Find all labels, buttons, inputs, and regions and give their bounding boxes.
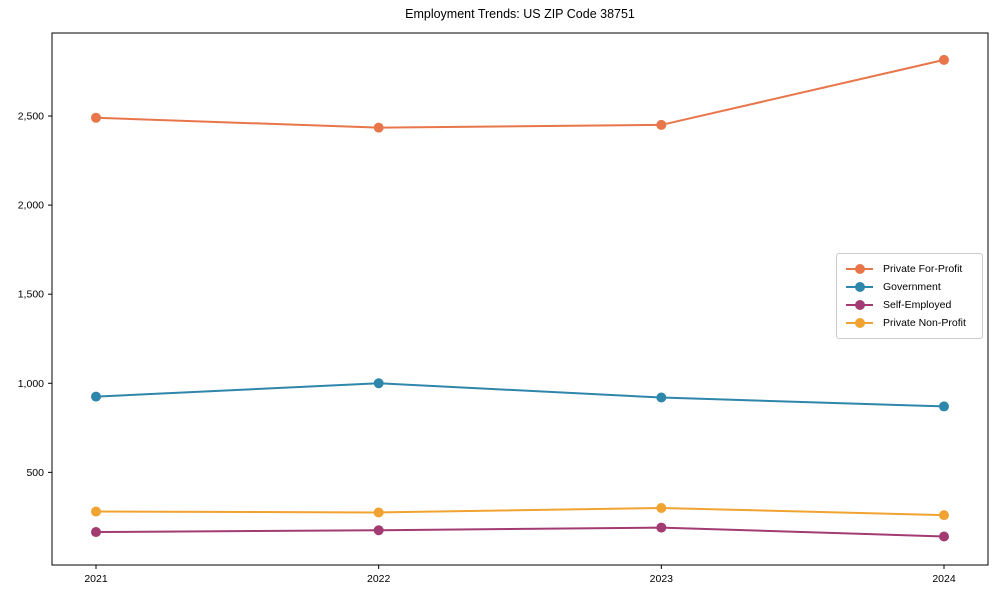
legend-label: Private Non-Profit bbox=[883, 317, 966, 329]
data-point-government-2023 bbox=[656, 392, 667, 403]
data-point-self-employed-2023 bbox=[656, 522, 667, 533]
legend-label: Private For-Profit bbox=[883, 263, 963, 275]
legend-item-private-for-profit: Private For-Profit bbox=[846, 260, 974, 278]
data-point-self-employed-2022 bbox=[373, 525, 384, 536]
series-line-private-non-profit bbox=[95, 506, 945, 517]
data-point-government-2021 bbox=[91, 391, 101, 402]
data-point-private-for-profit-2024 bbox=[939, 54, 949, 65]
data-point-government-2024 bbox=[939, 401, 949, 412]
legend-marker-private-non-profit bbox=[846, 318, 873, 328]
legend-dot-icon bbox=[854, 282, 865, 292]
y-tick-label: 1,000 bbox=[18, 378, 44, 390]
data-point-private-for-profit-2022 bbox=[373, 122, 384, 133]
series-line-government bbox=[95, 382, 945, 408]
x-tick-label: 2022 bbox=[367, 573, 391, 585]
legend: Private For-Profit Government Self-Employe… bbox=[836, 253, 983, 339]
y-tick-label: 2,000 bbox=[18, 200, 44, 212]
data-point-government-2022 bbox=[373, 378, 384, 389]
data-point-private-for-profit-2023 bbox=[656, 119, 667, 130]
legend-item-private-non-profit: Private Non-Profit bbox=[846, 314, 974, 332]
chart-title: Employment Trends: US ZIP Code 38751 bbox=[405, 7, 635, 21]
data-point-self-employed-2021 bbox=[91, 527, 101, 538]
data-point-private-non-profit-2023 bbox=[656, 502, 667, 513]
legend-marker-private-for-profit bbox=[846, 264, 873, 274]
legend-item-self-employed: Self-Employed bbox=[846, 296, 974, 314]
y-tick-label: 500 bbox=[26, 467, 44, 479]
data-point-private-for-profit-2021 bbox=[91, 112, 101, 123]
data-point-private-non-profit-2022 bbox=[373, 507, 384, 518]
legend-label: Government bbox=[883, 281, 941, 293]
x-tick-label: 2023 bbox=[650, 573, 674, 585]
legend-dot-icon bbox=[854, 300, 865, 310]
series-line-private-for-profit bbox=[95, 58, 945, 129]
legend-marker-government bbox=[846, 282, 873, 292]
x-tick-label: 2021 bbox=[84, 573, 108, 585]
y-tick-label: 1,500 bbox=[18, 289, 44, 301]
data-point-private-non-profit-2024 bbox=[939, 510, 949, 521]
data-point-self-employed-2024 bbox=[939, 531, 949, 542]
y-tick-label: 2,500 bbox=[18, 111, 44, 123]
legend-marker-self-employed bbox=[846, 300, 873, 310]
plot-frame bbox=[51, 32, 989, 566]
legend-label: Self-Employed bbox=[883, 299, 952, 311]
x-tick-label: 2024 bbox=[932, 573, 956, 585]
legend-dot-icon bbox=[854, 264, 865, 274]
series-line-self-employed bbox=[95, 526, 945, 538]
data-point-private-non-profit-2021 bbox=[91, 506, 101, 517]
legend-dot-icon bbox=[854, 318, 865, 328]
legend-item-government: Government bbox=[846, 278, 974, 296]
